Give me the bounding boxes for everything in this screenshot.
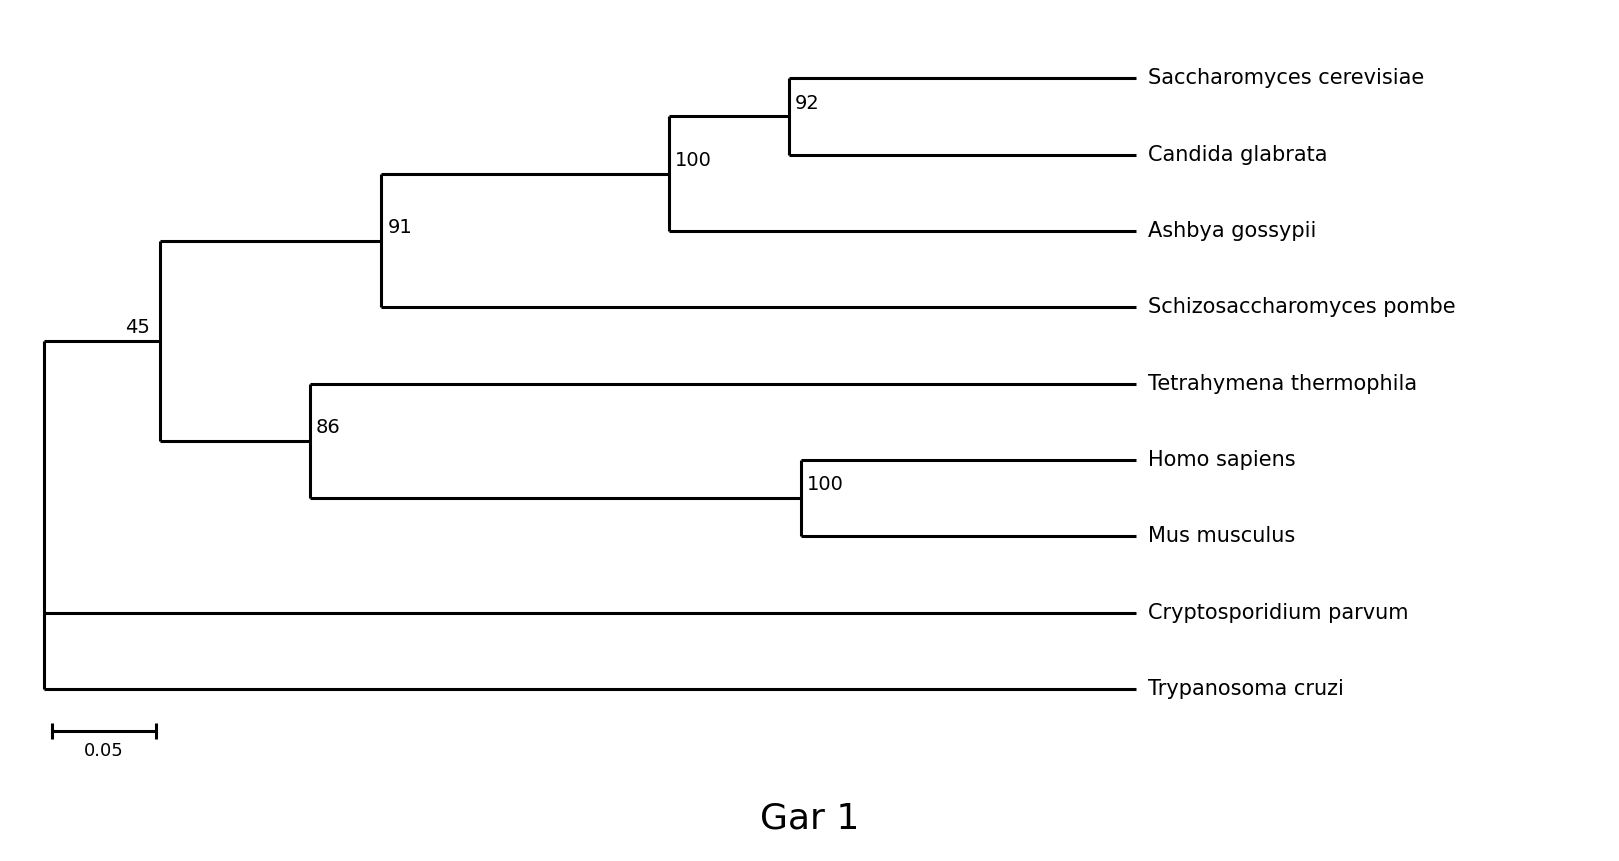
Text: Gar 1: Gar 1	[759, 802, 860, 835]
Text: 0.05: 0.05	[84, 742, 125, 760]
Text: 91: 91	[387, 218, 413, 237]
Text: 92: 92	[795, 94, 819, 113]
Text: Schizosaccharomyces pombe: Schizosaccharomyces pombe	[1148, 297, 1455, 318]
Text: 100: 100	[675, 151, 712, 170]
Text: 86: 86	[316, 418, 340, 437]
Text: Candida glabrata: Candida glabrata	[1148, 145, 1328, 164]
Text: Tetrahymena thermophila: Tetrahymena thermophila	[1148, 374, 1417, 393]
Text: Homo sapiens: Homo sapiens	[1148, 450, 1295, 470]
Text: Mus musculus: Mus musculus	[1148, 526, 1295, 547]
Text: Ashbya gossypii: Ashbya gossypii	[1148, 221, 1316, 241]
Text: 45: 45	[125, 318, 151, 337]
Text: Trypanosoma cruzi: Trypanosoma cruzi	[1148, 679, 1344, 699]
Text: Cryptosporidium parvum: Cryptosporidium parvum	[1148, 603, 1409, 623]
Text: Saccharomyces cerevisiae: Saccharomyces cerevisiae	[1148, 68, 1425, 89]
Text: 100: 100	[806, 475, 843, 494]
